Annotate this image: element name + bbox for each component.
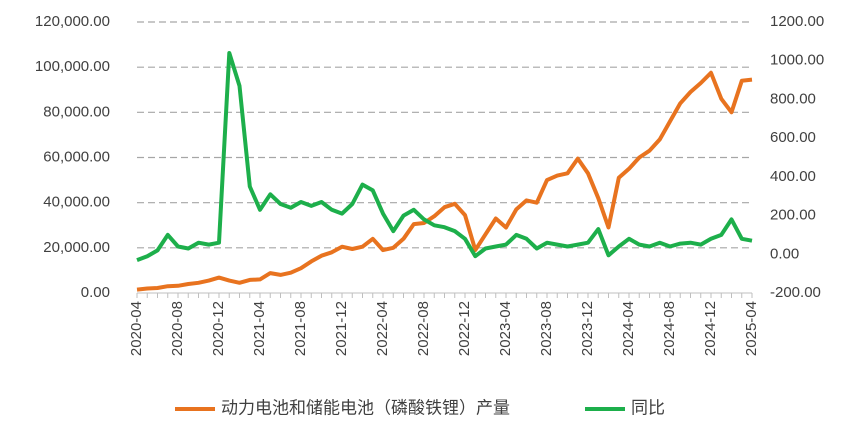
series-line [136, 51, 753, 262]
y-tick-label: 0.00 [81, 284, 110, 301]
y-tick-label: 20,000.00 [43, 239, 110, 256]
y2-tick-label: 1200.00 [770, 13, 824, 30]
x-tick-label: 2021-04 [251, 301, 268, 356]
y-tick-label: 100,000.00 [35, 58, 110, 75]
y2-tick-label: 200.00 [770, 207, 816, 224]
series-line [136, 70, 753, 292]
y2-tick-label: 1000.00 [770, 52, 824, 69]
x-tick-label: 2024-12 [702, 301, 719, 356]
y2-tick-label: 0.00 [770, 245, 799, 262]
x-tick-label: 2022-04 [374, 301, 391, 356]
y-tick-label: 60,000.00 [43, 148, 110, 165]
x-tick-label: 2022-08 [415, 301, 432, 356]
x-tick-label: 2024-04 [620, 301, 637, 356]
x-tick-label: 2023-12 [579, 301, 596, 356]
x-tick-label: 2025-04 [743, 301, 760, 356]
y-tick-label: 40,000.00 [43, 194, 110, 211]
x-tick-label: 2021-08 [292, 301, 309, 356]
y2-tick-label: -200.00 [770, 284, 821, 301]
x-tick-label: 2023-08 [538, 301, 555, 356]
y2-tick-label: 800.00 [770, 90, 816, 107]
legend-label: 动力电池和储能电池（磷酸铁锂）产量 [221, 398, 510, 417]
x-tick-label: 2021-12 [333, 301, 350, 356]
x-tick-label: 2023-04 [497, 301, 514, 356]
x-tick-label: 2020-04 [128, 301, 145, 356]
y2-tick-label: 600.00 [770, 129, 816, 146]
y-tick-label: 80,000.00 [43, 103, 110, 120]
x-tick-label: 2024-08 [661, 301, 678, 356]
legend-label: 同比 [631, 398, 665, 417]
x-tick-label: 2020-12 [210, 301, 227, 356]
y-tick-label: 120,000.00 [35, 13, 110, 30]
x-tick-label: 2022-12 [456, 301, 473, 356]
y2-tick-label: 400.00 [770, 168, 816, 185]
x-tick-label: 2020-08 [169, 301, 186, 356]
